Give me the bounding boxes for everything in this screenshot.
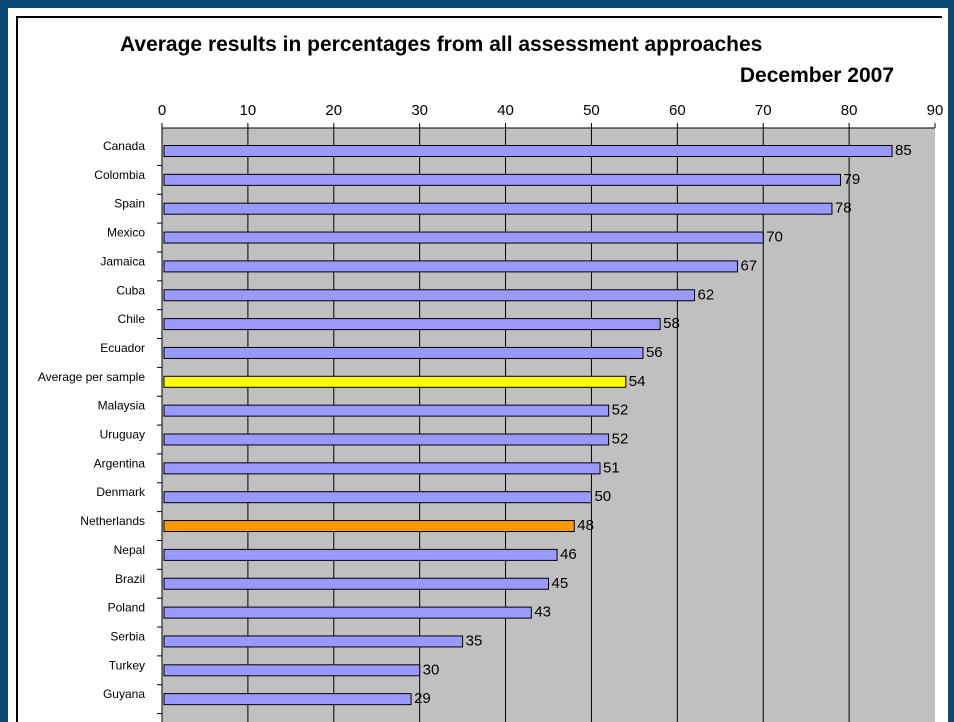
value-label: 35 [466, 632, 483, 649]
bar [163, 289, 696, 302]
bar [163, 635, 464, 648]
bar [163, 318, 661, 331]
category-label: Denmark [96, 485, 146, 499]
bar [163, 145, 893, 157]
value-label: 85 [895, 142, 912, 159]
category-label: Ecuador [100, 341, 145, 355]
category-label: Canada [103, 139, 145, 153]
category-label: Chile [118, 312, 146, 326]
category-label: Turkey [109, 658, 145, 672]
chart-subtitle: December 2007 [739, 64, 894, 87]
category-label: Colombia [94, 168, 145, 182]
bar [163, 375, 627, 388]
category-label: Brazil [115, 572, 145, 586]
chart-title: Average results in percentages from all … [120, 33, 763, 56]
value-label: 50 [594, 488, 611, 505]
bar [163, 548, 558, 561]
value-label: 45 [552, 575, 569, 592]
category-label: Guyana [103, 687, 145, 701]
category-label: Mexico [107, 226, 145, 240]
x-tick-label: 0 [158, 102, 166, 119]
x-tick-label: 70 [755, 102, 772, 119]
chart-inner-border [16, 16, 942, 722]
x-tick-label: 40 [497, 102, 514, 119]
bar [163, 491, 592, 504]
bar [163, 664, 421, 677]
category-label: Average per sample [38, 370, 146, 384]
bar [163, 231, 764, 244]
bar [163, 260, 738, 273]
value-label: 79 [844, 171, 861, 188]
x-tick-label: 60 [669, 102, 686, 119]
category-label: Netherlands [80, 514, 145, 528]
bar [163, 433, 610, 446]
x-tick-label: 10 [240, 102, 257, 119]
bar [163, 404, 610, 417]
category-label: Malaysia [98, 399, 146, 413]
bar [163, 577, 549, 590]
value-label: 52 [612, 431, 629, 448]
category-label: Argentina [94, 456, 146, 470]
category-label: Nepal [114, 543, 145, 557]
value-label: 54 [629, 373, 646, 390]
value-label: 43 [534, 604, 551, 621]
bar [163, 606, 532, 619]
bar [163, 173, 842, 186]
category-label: Serbia [110, 629, 145, 643]
value-label: 78 [835, 200, 852, 217]
value-label: 67 [740, 257, 757, 274]
bar [163, 346, 644, 359]
bar [163, 520, 575, 533]
value-label: 58 [663, 315, 680, 332]
x-tick-label: 90 [927, 102, 944, 119]
value-label: 56 [646, 344, 663, 361]
category-label: Poland [108, 601, 145, 615]
bar [163, 693, 412, 706]
category-label: Jamaica [100, 254, 145, 268]
category-label: Spain [114, 197, 145, 211]
bar [163, 202, 833, 215]
value-label: 70 [766, 229, 783, 246]
value-label: 62 [698, 286, 715, 303]
bar [163, 462, 601, 475]
category-label: Uruguay [100, 428, 145, 442]
category-label: Cuba [116, 283, 145, 297]
value-label: 51 [603, 459, 620, 476]
value-label: 52 [612, 402, 629, 419]
value-label: 29 [414, 690, 431, 707]
value-label: 48 [577, 517, 594, 534]
x-tick-label: 30 [411, 102, 428, 119]
x-tick-label: 80 [841, 102, 858, 119]
value-label: 46 [560, 546, 577, 563]
x-tick-label: 50 [583, 102, 600, 119]
value-label: 30 [423, 661, 440, 678]
x-tick-label: 20 [325, 102, 342, 119]
plot-area [162, 128, 935, 722]
